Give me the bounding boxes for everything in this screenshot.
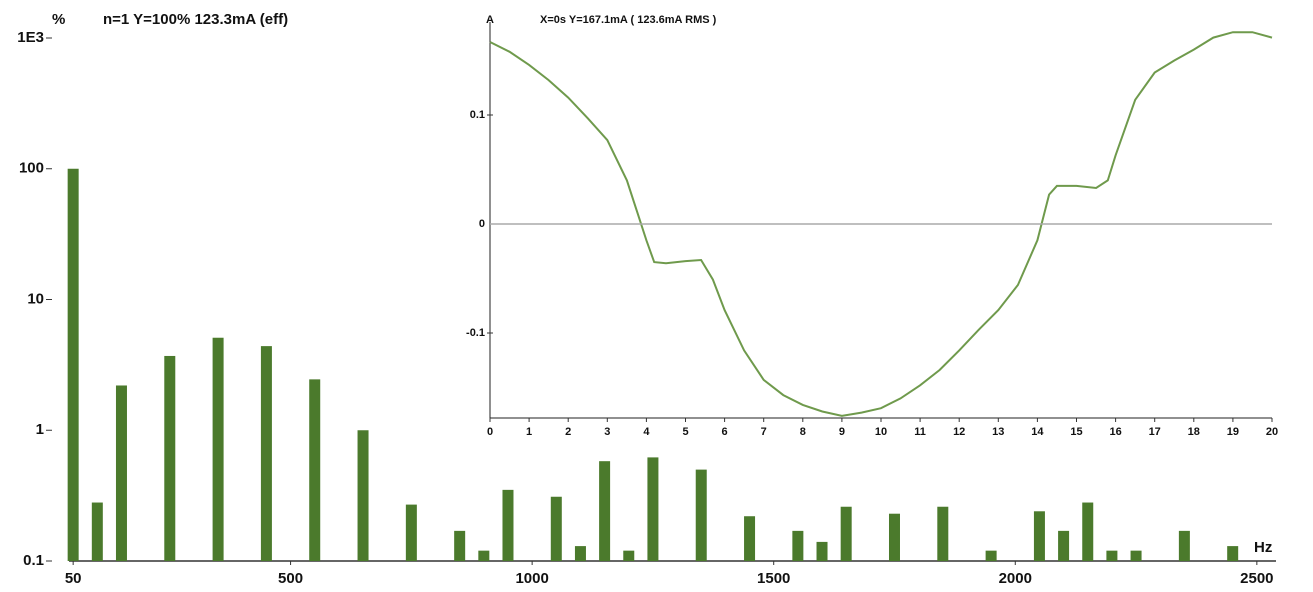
- bar: [1178, 530, 1190, 561]
- bar: [695, 469, 707, 561]
- x-tick-label: 2: [565, 426, 571, 438]
- bar: [502, 489, 514, 561]
- bar: [792, 530, 804, 561]
- bar: [1082, 502, 1094, 561]
- y-tick-label: 0: [479, 218, 485, 230]
- x-tick-label: 1: [526, 426, 532, 438]
- bar: [816, 541, 828, 561]
- x-tick-label: 1000: [515, 570, 548, 587]
- bar: [744, 516, 756, 561]
- bar: [91, 502, 103, 561]
- x-tick-label: 0: [487, 426, 493, 438]
- x-tick-label: 17: [1149, 426, 1161, 438]
- bar: [623, 550, 635, 561]
- x-tick-label: 18: [1188, 426, 1200, 438]
- bar: [888, 513, 900, 561]
- x-tick-label: 5: [682, 426, 688, 438]
- y-tick-label: 1E3: [17, 29, 44, 46]
- x-tick-label: 7: [761, 426, 767, 438]
- x-tick-label: 500: [278, 570, 303, 587]
- x-tick-label: 1500: [757, 570, 790, 587]
- x-tick-label: 15: [1070, 426, 1082, 438]
- bar: [309, 379, 321, 561]
- x-tick-label: 11: [914, 426, 926, 438]
- bar: [574, 546, 586, 561]
- x-tick-label: 12: [953, 426, 965, 438]
- y-tick-label: 0.1: [23, 552, 44, 569]
- x-tick-label: 6: [722, 426, 728, 438]
- bar: [599, 461, 611, 561]
- bar: [985, 550, 997, 561]
- bar: [212, 337, 224, 561]
- y-unit: %: [52, 11, 65, 28]
- chart-title: n=1 Y=100% 123.3mA (eff): [103, 11, 288, 28]
- y-tick-label: -0.1: [466, 327, 485, 339]
- bar: [550, 496, 562, 561]
- x-unit: Hz: [1254, 539, 1272, 556]
- bar: [1033, 511, 1045, 561]
- bar: [478, 550, 490, 561]
- x-tick-label: 10: [875, 426, 887, 438]
- bar: [1106, 550, 1118, 561]
- bar: [1130, 550, 1142, 561]
- x-tick-label: 4: [643, 426, 650, 438]
- x-tick-label: 2500: [1240, 570, 1273, 587]
- bar: [1227, 546, 1239, 561]
- waveform: [489, 31, 1273, 417]
- x-tick-label: 8: [800, 426, 806, 438]
- x-tick-label: 20: [1266, 426, 1278, 438]
- bar: [260, 346, 272, 561]
- bar: [454, 530, 466, 561]
- bar: [67, 168, 79, 561]
- bar: [357, 430, 369, 561]
- inset-title: X=0s Y=167.1mA ( 123.6mA RMS ): [540, 14, 717, 26]
- y-tick-label: 1: [36, 421, 44, 438]
- x-tick-label: 13: [992, 426, 1004, 438]
- y-tick-label: 100: [19, 160, 44, 177]
- y-tick-label: 10: [27, 290, 44, 307]
- x-tick-label: 3: [604, 426, 610, 438]
- x-tick-label: 2000: [999, 570, 1032, 587]
- inset-y-unit: A: [486, 14, 494, 26]
- y-tick-label: 0.1: [470, 109, 485, 121]
- bar: [405, 504, 417, 561]
- x-tick-label: 50: [65, 570, 82, 587]
- x-tick-label: 19: [1227, 426, 1239, 438]
- bar: [937, 506, 949, 561]
- x-tick-label: 9: [839, 426, 845, 438]
- x-tick-label: 14: [1031, 426, 1044, 438]
- bar: [840, 506, 852, 561]
- bar: [164, 355, 176, 561]
- bar: [1058, 530, 1070, 561]
- bar: [647, 457, 659, 561]
- bar: [115, 385, 127, 561]
- x-tick-label: 16: [1109, 426, 1121, 438]
